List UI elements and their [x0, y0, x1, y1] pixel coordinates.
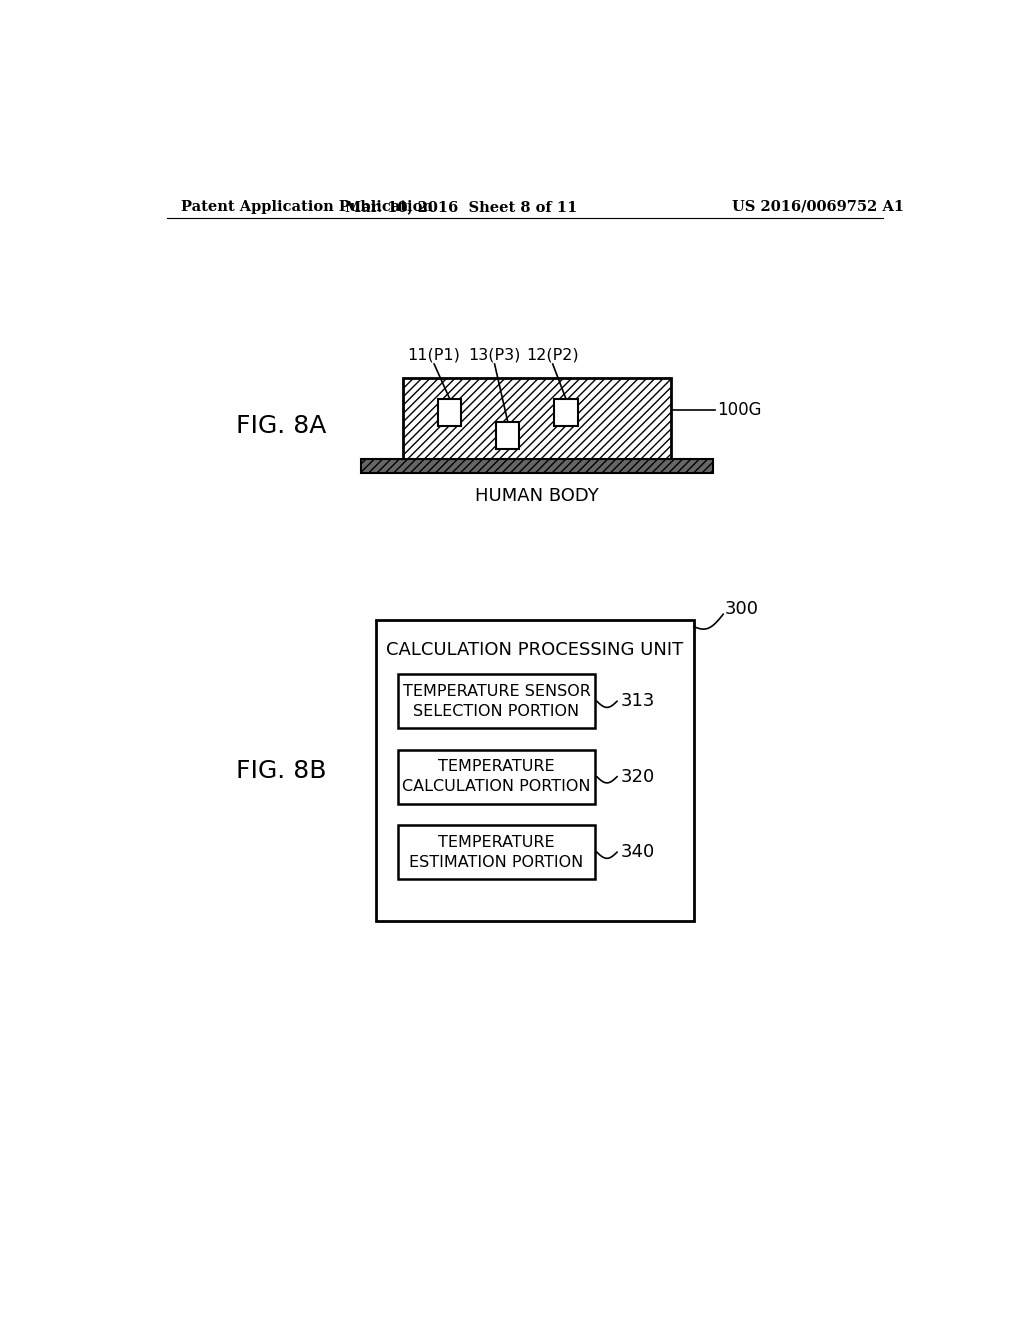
Text: 11(P1): 11(P1): [408, 347, 461, 363]
Bar: [397, 825, 595, 879]
Text: TEMPERATURE SENSOR
SELECTION PORTION: TEMPERATURE SENSOR SELECTION PORTION: [402, 684, 591, 718]
Bar: [397, 750, 595, 804]
Bar: [376, 620, 693, 921]
Text: 300: 300: [725, 599, 759, 618]
Bar: [554, 399, 578, 426]
Text: TEMPERATURE
CALCULATION PORTION: TEMPERATURE CALCULATION PORTION: [402, 759, 591, 795]
Bar: [360, 459, 713, 473]
Text: 100G: 100G: [717, 401, 762, 420]
Bar: [403, 378, 671, 459]
Bar: [397, 675, 595, 729]
Text: HUMAN BODY: HUMAN BODY: [475, 487, 599, 504]
Text: Patent Application Publication: Patent Application Publication: [180, 199, 433, 214]
Text: TEMPERATURE
ESTIMATION PORTION: TEMPERATURE ESTIMATION PORTION: [410, 834, 584, 870]
Text: 340: 340: [621, 843, 655, 861]
Text: 320: 320: [621, 768, 655, 785]
Text: FIG. 8B: FIG. 8B: [237, 759, 327, 783]
Text: 13(P3): 13(P3): [468, 347, 521, 363]
Text: CALCULATION PROCESSING UNIT: CALCULATION PROCESSING UNIT: [386, 640, 683, 659]
Text: Mar. 10, 2016  Sheet 8 of 11: Mar. 10, 2016 Sheet 8 of 11: [345, 199, 578, 214]
Bar: [438, 399, 461, 426]
Text: FIG. 8A: FIG. 8A: [237, 414, 327, 438]
Bar: [496, 422, 519, 449]
Text: 12(P2): 12(P2): [526, 347, 579, 363]
Text: US 2016/0069752 A1: US 2016/0069752 A1: [732, 199, 904, 214]
Text: 313: 313: [621, 692, 655, 710]
